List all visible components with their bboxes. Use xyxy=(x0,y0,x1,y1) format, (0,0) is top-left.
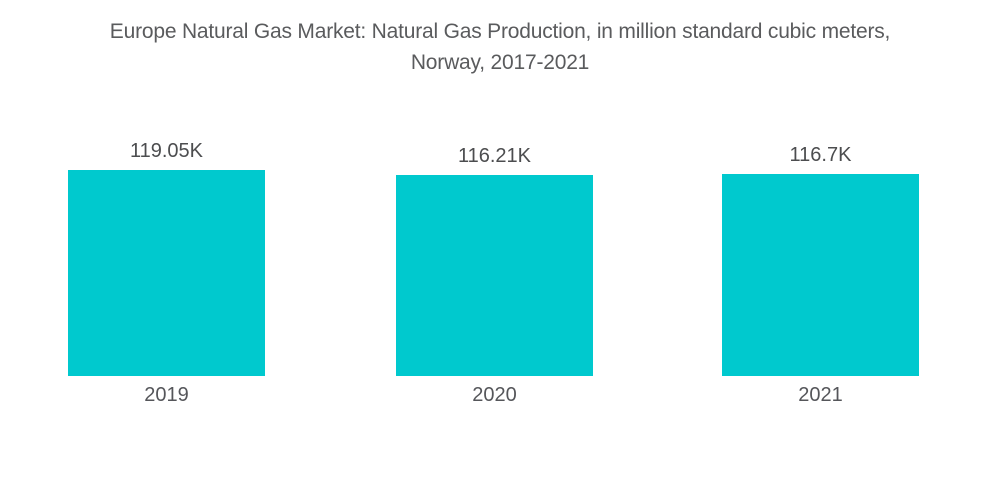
bar-group-2020: 116.21K 2020 xyxy=(396,0,593,406)
chart-title-line-1: Europe Natural Gas Market: Natural Gas P… xyxy=(109,20,891,43)
value-label-2020: 116.21K xyxy=(457,145,532,167)
chart-title-line-2: Norway, 2017-2021 xyxy=(410,51,590,74)
chart-title: Europe Natural Gas Market: Natural Gas P… xyxy=(0,16,1000,78)
bar-group-2019: 119.05K 2019 xyxy=(68,0,265,406)
value-label-2019: 119.05K xyxy=(129,140,204,162)
bar-group-2021: 116.7K 2021 xyxy=(722,0,919,406)
bar-2021 xyxy=(722,174,919,376)
bar-2020 xyxy=(396,175,593,376)
category-label-2020: 2020 xyxy=(472,384,517,406)
category-label-2019: 2019 xyxy=(144,384,189,406)
category-label-2021: 2021 xyxy=(798,384,843,406)
value-label-2021: 116.7K xyxy=(789,144,852,166)
bar-2019 xyxy=(68,170,265,376)
